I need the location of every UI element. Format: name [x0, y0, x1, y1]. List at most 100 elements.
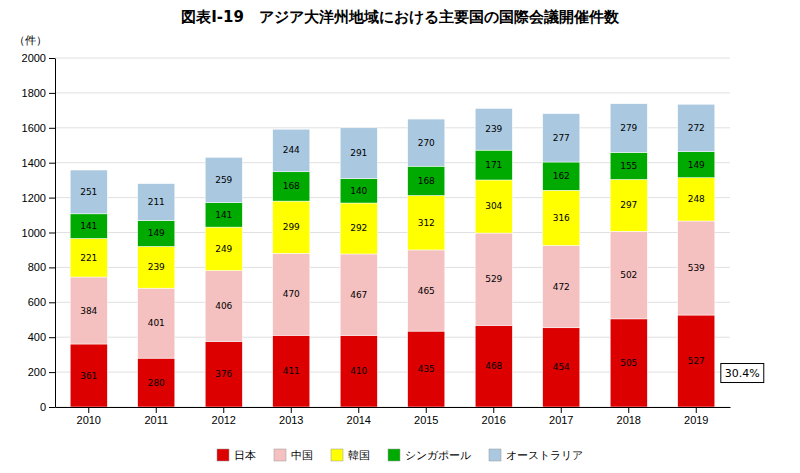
tick-mark — [49, 372, 55, 373]
tick-mark — [223, 407, 224, 413]
bar — [543, 190, 580, 245]
tick-mark — [49, 233, 55, 234]
bar — [70, 214, 107, 239]
bar — [475, 108, 512, 150]
bar — [70, 277, 107, 344]
bar — [70, 170, 107, 214]
bar — [205, 157, 242, 202]
legend-item: オーストラリア — [489, 449, 583, 462]
data-label: 251 — [80, 187, 97, 197]
tick: 1400 — [22, 157, 55, 169]
data-label: 384 — [80, 306, 97, 316]
legend-item: 中国 — [274, 449, 313, 462]
tick-mark — [49, 337, 55, 338]
tick-mark — [49, 198, 55, 199]
bar — [610, 319, 647, 407]
data-label: 270 — [418, 138, 435, 148]
tick: 2018 — [617, 407, 641, 426]
tick: 600 — [28, 296, 55, 308]
legend-label: 中国 — [291, 449, 313, 462]
tick-label: 2014 — [347, 414, 371, 426]
bar — [70, 344, 107, 407]
tick-mark — [156, 407, 157, 413]
bar — [543, 114, 580, 162]
tick: 2016 — [482, 407, 506, 426]
bar — [273, 129, 310, 172]
bar — [273, 335, 310, 407]
data-label: 316 — [553, 213, 570, 223]
bar — [340, 128, 377, 179]
tick-mark — [49, 128, 55, 129]
tick-label: 2010 — [77, 414, 101, 426]
data-label: 527 — [688, 356, 705, 366]
tick: 2019 — [684, 407, 708, 426]
data-label: 539 — [688, 263, 705, 273]
tick: 2011 — [144, 407, 168, 426]
data-label: 435 — [418, 364, 435, 374]
data-label: 244 — [283, 145, 300, 155]
bar — [273, 253, 310, 335]
tick-mark — [358, 407, 359, 413]
tick-mark — [696, 407, 697, 413]
legend-label: オーストラリア — [506, 449, 583, 462]
bar — [678, 221, 715, 315]
tick-label: 2013 — [279, 414, 303, 426]
data-label: 248 — [688, 194, 705, 204]
tick-label: 2000 — [22, 52, 46, 64]
data-label: 312 — [418, 218, 435, 228]
bar — [610, 152, 647, 179]
bar — [340, 335, 377, 407]
tick-mark — [493, 407, 494, 413]
data-label: 454 — [553, 362, 570, 372]
bar — [408, 196, 445, 250]
tick-mark — [49, 302, 55, 303]
bar — [138, 288, 175, 358]
data-label: 239 — [485, 124, 502, 134]
tick: 800 — [28, 261, 55, 273]
tick-label: 1400 — [22, 157, 46, 169]
tick-label: 200 — [28, 366, 46, 378]
data-label: 411 — [283, 366, 300, 376]
tick-label: 2015 — [414, 414, 438, 426]
bar — [475, 180, 512, 233]
tick-label: 1800 — [22, 87, 46, 99]
title: 図表Ⅰ-19 アジア大洋州地域における主要国の国際会議開催件数 — [181, 8, 620, 26]
tick-mark — [49, 93, 55, 94]
bar — [340, 203, 377, 254]
data-label: 472 — [553, 282, 570, 292]
legend-item: 日本 — [217, 449, 256, 462]
bar — [678, 315, 715, 407]
tick-mark — [49, 407, 55, 408]
tick-mark — [49, 267, 55, 268]
legend-label: 日本 — [234, 449, 256, 462]
grid — [55, 58, 730, 407]
data-label: 406 — [215, 301, 232, 311]
data-label: 277 — [553, 133, 570, 143]
data-label: 299 — [283, 222, 300, 232]
data-label: 505 — [620, 358, 637, 368]
tick-label: 2012 — [212, 414, 236, 426]
tick-label: 0 — [40, 401, 46, 413]
tick: 2012 — [212, 407, 236, 426]
grid-line — [55, 58, 730, 59]
bar — [408, 331, 445, 407]
legend-swatch — [331, 449, 343, 461]
tick-label: 2019 — [684, 414, 708, 426]
bar — [273, 201, 310, 253]
data-label: 149 — [688, 160, 705, 170]
data-label: 221 — [80, 253, 97, 263]
bar — [138, 358, 175, 407]
data-label: 470 — [283, 289, 300, 299]
data-label: 239 — [148, 262, 165, 272]
tick-mark — [628, 407, 629, 413]
bar — [340, 254, 377, 335]
tick-mark — [49, 58, 55, 59]
data-label: 272 — [688, 123, 705, 133]
data-label: 279 — [620, 123, 637, 133]
bar — [475, 325, 512, 407]
data-label: 259 — [215, 175, 232, 185]
series — [70, 221, 715, 358]
series — [70, 150, 715, 246]
bar — [678, 104, 715, 151]
tick-mark — [49, 163, 55, 164]
